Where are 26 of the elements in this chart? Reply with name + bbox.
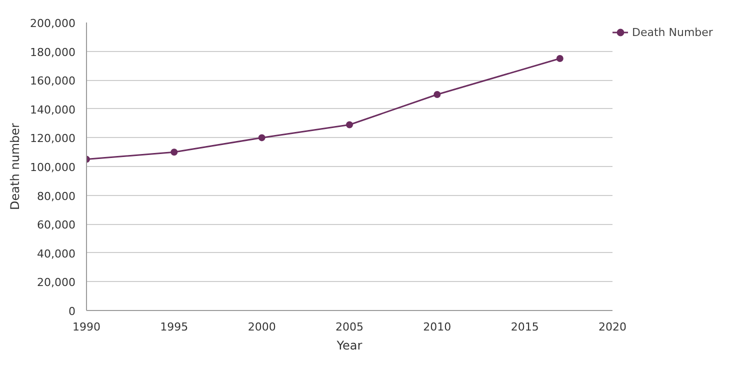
- y-axis-title: Death number: [8, 122, 22, 210]
- x-tick-label: 2000: [248, 320, 276, 334]
- x-axis-title: Year: [336, 338, 362, 352]
- y-tick-label: 180,000: [30, 46, 76, 59]
- legend-label: Death Number: [632, 26, 713, 38]
- y-tick-label: 0: [68, 305, 76, 318]
- y-tick-label: 80,000: [37, 190, 76, 203]
- point: [346, 121, 353, 128]
- point: [434, 91, 441, 98]
- x-tick-label: 2015: [510, 320, 539, 334]
- y-tick-label: 120,000: [30, 132, 76, 146]
- x-tick-label: 2020: [598, 320, 627, 334]
- x-tick-label: 2005: [336, 320, 364, 334]
- y-tick-label: 140,000: [30, 103, 76, 116]
- point: [170, 148, 178, 156]
- x-tick-label: 1995: [160, 320, 188, 334]
- point: [556, 55, 564, 62]
- y-tick-label: 100,000: [30, 161, 76, 174]
- x-tick-label: 1990: [72, 320, 101, 334]
- y-tick-label: 60,000: [37, 218, 76, 232]
- point: [258, 134, 266, 142]
- y-tick-label: 20,000: [37, 276, 76, 290]
- x-tick-label: 2010: [423, 320, 452, 334]
- y-tick-label: 40,000: [37, 247, 76, 260]
- y-tick-label: 200,000: [30, 17, 76, 30]
- y-tick-label: 160,000: [30, 74, 76, 88]
